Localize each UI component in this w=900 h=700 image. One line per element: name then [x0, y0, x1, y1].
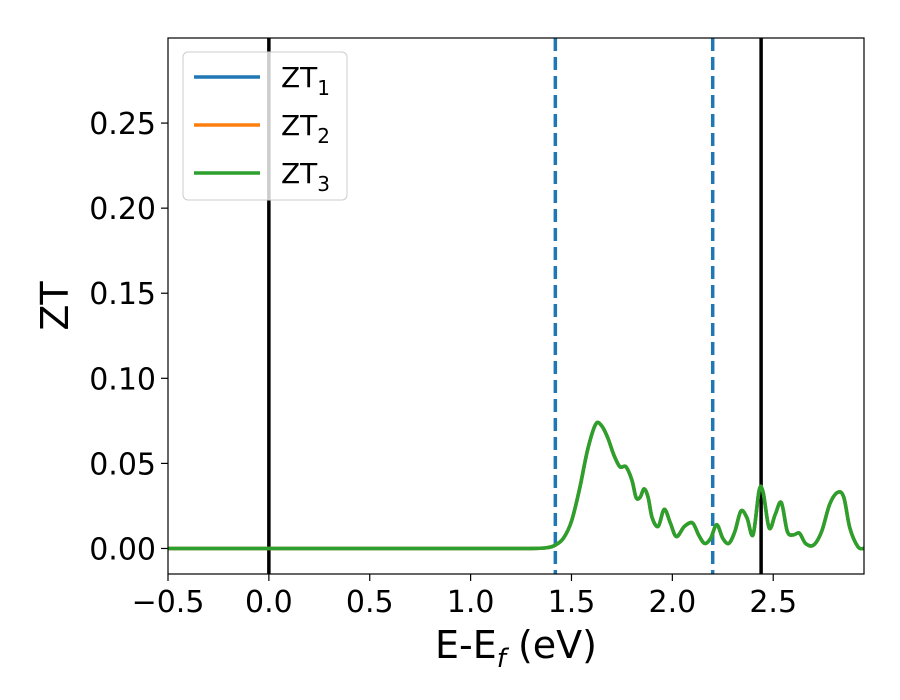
y-tick-label: 0.10 — [89, 362, 156, 397]
y-tick-label: 0.00 — [89, 532, 156, 567]
x-axis-title-main: E-E — [435, 623, 497, 667]
y-axis-title: ZT — [33, 281, 77, 331]
x-axis-title: E-Ef (eV) — [435, 623, 597, 674]
legend-box — [182, 51, 348, 201]
legend-label-zt2: ZT2 — [281, 109, 330, 148]
x-tick-label: 2.0 — [648, 585, 696, 620]
x-tick-label: 1.0 — [447, 585, 495, 620]
legend-label-zt3: ZT3 — [281, 157, 330, 196]
plot-frame — [167, 37, 865, 575]
y-axis: 0.00 0.05 0.10 0.15 0.20 0.25 — [89, 107, 168, 567]
series-layer — [168, 420, 864, 551]
x-tick-label: 2.5 — [749, 585, 797, 620]
legend-label-zt1: ZT1 — [281, 61, 330, 100]
x-tick-label: 0.0 — [245, 585, 293, 620]
x-axis-title-suffix: (eV) — [506, 623, 597, 667]
x-tick-label: 1.5 — [548, 585, 596, 620]
series-line-zt3 — [168, 420, 864, 551]
x-tick-label: −0.5 — [132, 585, 205, 620]
y-tick-label: 0.25 — [89, 107, 156, 142]
y-tick-label: 0.20 — [89, 192, 156, 227]
y-tick-label: 0.15 — [89, 277, 156, 312]
y-tick-label: 0.05 — [89, 447, 156, 482]
x-tick-label: 0.5 — [346, 585, 394, 620]
legend: ZT1 ZT2 ZT3 — [182, 51, 348, 201]
x-axis: −0.5 0.0 0.5 1.0 1.5 2.0 2.5 — [132, 574, 797, 620]
